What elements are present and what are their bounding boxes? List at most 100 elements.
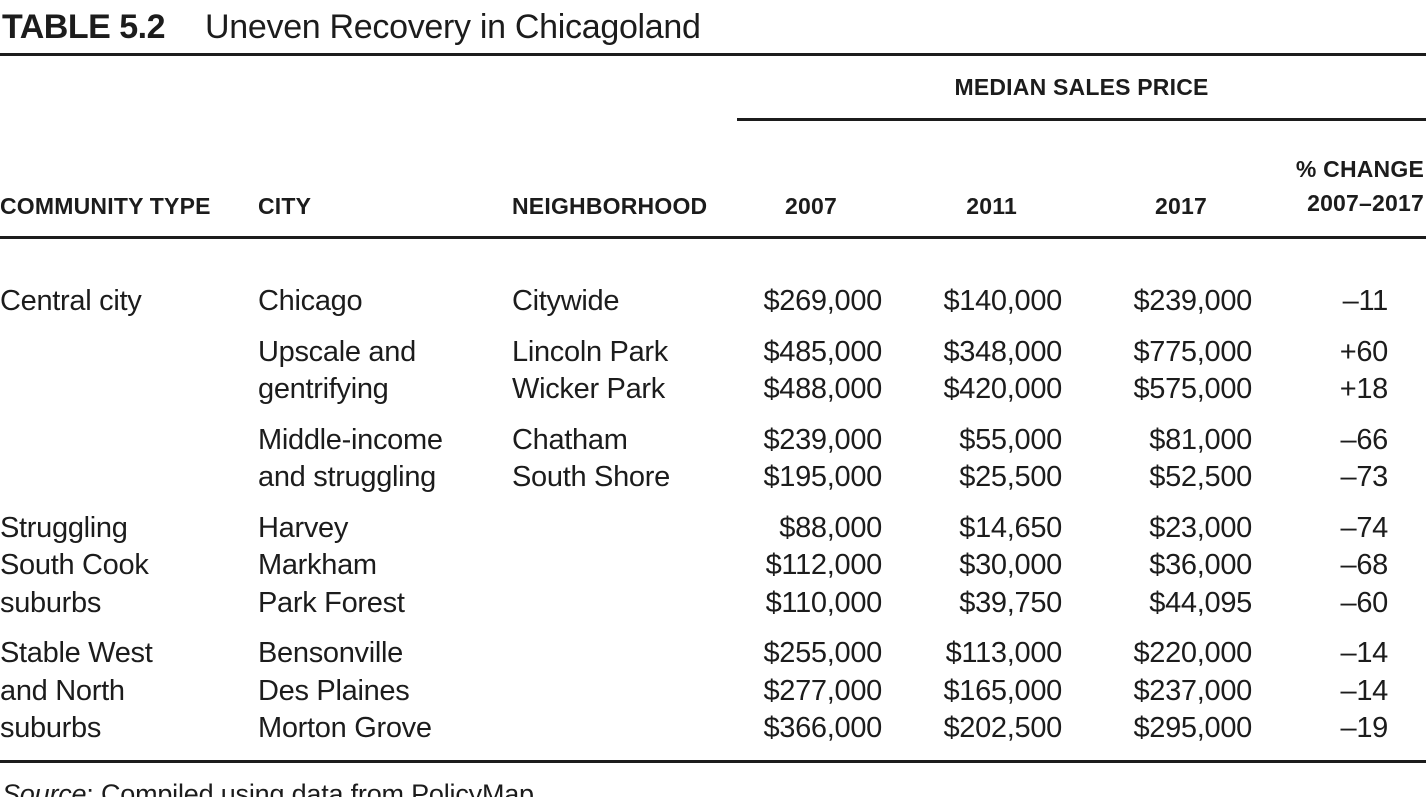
community-type-cell: South Cook — [0, 549, 149, 581]
neighborhood-cell — [512, 547, 737, 585]
column-header-row: COMMUNITY TYPE CITY NEIGHBORHOOD 2007 20… — [0, 119, 1426, 239]
neighborhood-cell: Lincoln Park — [512, 335, 668, 368]
table-row: Stable West Bensonville $255,000 $113,00… — [0, 622, 1426, 673]
table-row: Middle-income Chatham $239,000 $55,000 $… — [0, 409, 1426, 460]
price-2011-cell: $165,000 — [943, 674, 1062, 707]
price-2011-cell: $140,000 — [943, 285, 1062, 317]
table-number-label: TABLE 5.2 — [2, 8, 166, 46]
city-cell: Morton Grove — [258, 712, 432, 744]
price-2007-cell: $195,000 — [763, 461, 882, 493]
pct-change-cell: –11 — [1342, 285, 1389, 317]
city-cell: Des Plaines — [258, 674, 410, 707]
price-2017-cell: $23,000 — [1149, 511, 1252, 544]
price-2007-cell: $110,000 — [765, 586, 883, 619]
price-2017-cell: $775,000 — [1133, 335, 1252, 368]
pct-change-header-line1: % CHANGE — [1295, 156, 1425, 182]
uneven-recovery-table: MEDIAN SALES PRICE COMMUNITY TYPE CITY N… — [0, 53, 1426, 763]
community-type-cell — [0, 409, 258, 460]
column-header-2007: 2007 — [737, 119, 882, 239]
price-2017-cell: $81,000 — [1149, 423, 1252, 456]
pct-change-cell: +18 — [1339, 373, 1389, 405]
neighborhood-cell: Chatham — [512, 423, 628, 456]
source-label: Source — [2, 778, 87, 797]
pct-change-cell: –73 — [1340, 461, 1389, 493]
price-2011-cell: $39,750 — [959, 586, 1062, 619]
price-2017-cell: $295,000 — [1133, 712, 1252, 744]
table-row: Upscale and Lincoln Park $485,000 $348,0… — [0, 321, 1426, 372]
neighborhood-cell — [512, 673, 737, 711]
city-cell: Park Forest — [258, 586, 405, 619]
table-row: and struggling South Shore $195,000 $25,… — [0, 459, 1426, 497]
city-cell: Middle-income — [258, 423, 443, 456]
neighborhood-cell — [512, 585, 737, 623]
price-2011-cell: $348,000 — [943, 335, 1062, 368]
median-sales-price-header: MEDIAN SALES PRICE — [737, 54, 1426, 121]
pct-change-cell: –14 — [1340, 637, 1389, 669]
price-2007-cell: $239,000 — [763, 423, 882, 456]
price-2017-cell: $36,000 — [1149, 549, 1252, 581]
column-header-community-type: COMMUNITY TYPE — [0, 119, 258, 239]
pct-change-cell: –19 — [1340, 712, 1389, 744]
price-2007-cell: $488,000 — [763, 373, 882, 405]
table-row: and North Des Plaines $277,000 $165,000 … — [0, 673, 1426, 711]
price-2011-cell: $14,650 — [959, 511, 1062, 544]
neighborhood-cell — [512, 622, 737, 673]
source-text: : Compiled using data from PolicyMap. — [86, 778, 542, 797]
pct-change-cell: –60 — [1340, 586, 1389, 619]
neighborhood-cell — [512, 710, 737, 761]
city-cell: gentrifying — [258, 373, 389, 405]
pct-change-cell: –74 — [1340, 511, 1389, 544]
column-header-neighborhood: NEIGHBORHOOD — [512, 119, 737, 239]
price-2011-cell: $202,500 — [943, 712, 1062, 744]
community-type-cell — [0, 321, 258, 372]
table-row: gentrifying Wicker Park $488,000 $420,00… — [0, 371, 1426, 409]
price-2017-cell: $52,500 — [1149, 461, 1252, 493]
price-2007-cell: $366,000 — [763, 712, 882, 744]
column-header-2011: 2011 — [882, 119, 1062, 239]
city-cell: Upscale and — [258, 335, 416, 368]
source-note: Source: Compiled using data from PolicyM… — [0, 779, 1426, 797]
table-row: suburbs Morton Grove $366,000 $202,500 $… — [0, 710, 1426, 761]
price-2011-cell: $55,000 — [959, 423, 1062, 456]
column-header-pct-change: % CHANGE 2007–2017 — [1252, 119, 1426, 239]
table-row: Central city Chicago Citywide $269,000 $… — [0, 238, 1426, 321]
price-2007-cell: $88,000 — [779, 511, 882, 544]
city-cell: Harvey — [258, 511, 349, 544]
pct-change-cell: –14 — [1340, 674, 1389, 707]
community-type-cell: and North — [0, 674, 125, 707]
table-title: Uneven Recovery in Chicagoland — [205, 8, 701, 46]
city-cell: Chicago — [258, 285, 363, 317]
community-type-cell — [0, 371, 258, 409]
column-header-2017: 2017 — [1062, 119, 1252, 239]
price-2017-cell: $44,095 — [1149, 586, 1252, 619]
community-type-cell: suburbs — [0, 586, 102, 619]
price-2007-cell: $112,000 — [765, 549, 883, 581]
price-2007-cell: $255,000 — [763, 637, 882, 669]
price-2007-cell: $269,000 — [763, 285, 882, 317]
city-cell: and struggling — [258, 461, 436, 493]
neighborhood-cell: Citywide — [512, 285, 620, 317]
pct-change-cell: –68 — [1340, 549, 1389, 581]
table-caption: TABLE 5.2 Uneven Recovery in Chicagoland — [0, 0, 1426, 53]
table-header: MEDIAN SALES PRICE COMMUNITY TYPE CITY N… — [0, 54, 1426, 239]
community-type-cell: suburbs — [0, 712, 102, 744]
price-2017-cell: $220,000 — [1133, 637, 1252, 669]
table-body: Central city Chicago Citywide $269,000 $… — [0, 238, 1426, 762]
city-cell: Bensonville — [258, 637, 404, 669]
span-header-spacer — [0, 55, 737, 120]
price-2017-cell: $237,000 — [1133, 674, 1252, 707]
table-row: suburbs Park Forest $110,000 $39,750 $44… — [0, 585, 1426, 623]
community-type-cell: Struggling — [0, 511, 128, 544]
price-2017-cell: $575,000 — [1133, 373, 1252, 405]
neighborhood-cell: South Shore — [512, 461, 670, 493]
span-header-row: MEDIAN SALES PRICE — [0, 54, 1426, 121]
price-2007-cell: $277,000 — [763, 674, 882, 707]
price-2011-cell: $420,000 — [943, 373, 1062, 405]
community-type-cell: Stable West — [0, 637, 153, 669]
price-2011-cell: $30,000 — [959, 549, 1062, 581]
neighborhood-cell: Wicker Park — [512, 373, 665, 405]
price-2011-cell: $113,000 — [945, 637, 1063, 669]
table-row: South Cook Markham $112,000 $30,000 $36,… — [0, 547, 1426, 585]
table-row: Struggling Harvey $88,000 $14,650 $23,00… — [0, 497, 1426, 548]
